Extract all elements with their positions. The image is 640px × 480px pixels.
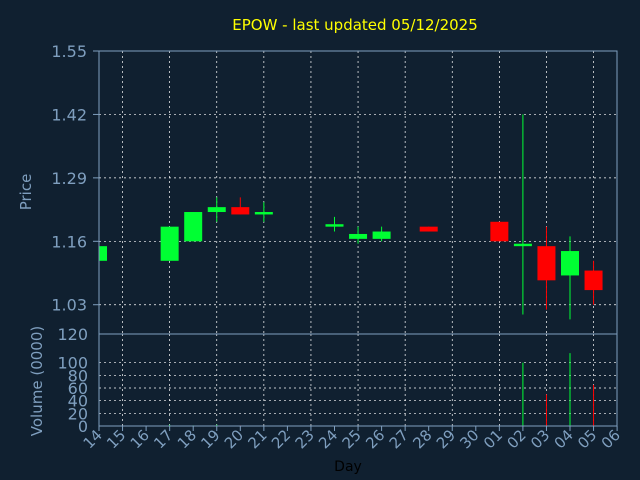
day-axis-label: Day	[334, 459, 362, 475]
day-tick-label: 20	[221, 426, 247, 452]
day-tick-label: 06	[598, 426, 624, 452]
candle-body-20	[231, 207, 250, 215]
candle-body-26	[372, 231, 391, 239]
candle-body-01	[490, 221, 509, 242]
chart-title: EPOW - last updated 05/12/2025	[232, 16, 478, 34]
candle-body-02	[513, 243, 532, 247]
price-tick-label: 1.55	[51, 42, 87, 61]
day-tick-label: 24	[315, 426, 341, 452]
volume-gridlines	[99, 334, 617, 426]
day-tick-label: 02	[503, 426, 529, 452]
volume-tick-label: 40	[68, 392, 88, 411]
day-tick-label: 26	[362, 426, 388, 452]
day-tick-label: 21	[244, 426, 270, 452]
day-tick-labels: 1415161718192021222324252627282930010203…	[80, 426, 624, 452]
volume-panel-frame	[98, 333, 618, 427]
volume-tick-label: 60	[68, 379, 88, 398]
day-tick-label: 18	[174, 426, 200, 452]
day-tick-label: 19	[197, 426, 223, 452]
candle-body-17	[160, 226, 179, 261]
volume-tick-label: 120	[57, 325, 88, 344]
candle-body-21	[254, 212, 273, 215]
day-tick-label: 28	[409, 426, 435, 452]
day-tick-label: 22	[268, 426, 294, 452]
day-tick-label: 17	[150, 426, 176, 452]
price-tick-label: 1.29	[51, 169, 87, 188]
volume-tick-label: 80	[68, 366, 88, 385]
day-tick-label: 04	[551, 426, 577, 452]
day-tick-label: 01	[480, 426, 506, 452]
day-tick-label: 29	[433, 426, 459, 452]
day-tick-label: 30	[456, 426, 482, 452]
day-tick-label: 25	[339, 426, 365, 452]
candle-body-05	[584, 270, 603, 291]
candle-body-18	[184, 212, 203, 242]
price-axis-label: Price	[17, 174, 35, 211]
volume-tick-label: 0	[78, 417, 88, 436]
day-tick-label: 27	[386, 426, 412, 452]
price-tick-labels: 1.55 1.42 1.29 1.16 1.03	[51, 42, 87, 315]
volume-tick-label: 20	[68, 404, 88, 423]
volume-axis-label: Volume (0000)	[28, 326, 46, 436]
price-tick-label: 1.03	[51, 296, 87, 315]
day-tick-label: 05	[574, 426, 600, 452]
price-tick-label: 1.16	[51, 232, 87, 251]
day-tick-label: 23	[292, 426, 318, 452]
candle-body-24	[325, 224, 344, 227]
day-tick-label: 15	[103, 426, 129, 452]
candle-body-19	[207, 207, 226, 213]
price-gridlines	[93, 50, 617, 334]
price-tick-label: 1.42	[51, 105, 87, 124]
candle-body-03	[537, 246, 556, 281]
volume-tick-label: 100	[57, 354, 88, 373]
candle-body-04	[561, 251, 579, 276]
day-tick-label: 03	[527, 426, 553, 452]
volume-bars	[169, 353, 595, 426]
candle-body-25	[349, 233, 368, 239]
candle-body-14	[99, 246, 107, 261]
candle-body-28	[419, 226, 438, 232]
day-tick-label: 16	[127, 426, 153, 452]
price-candles	[98, 114, 603, 320]
